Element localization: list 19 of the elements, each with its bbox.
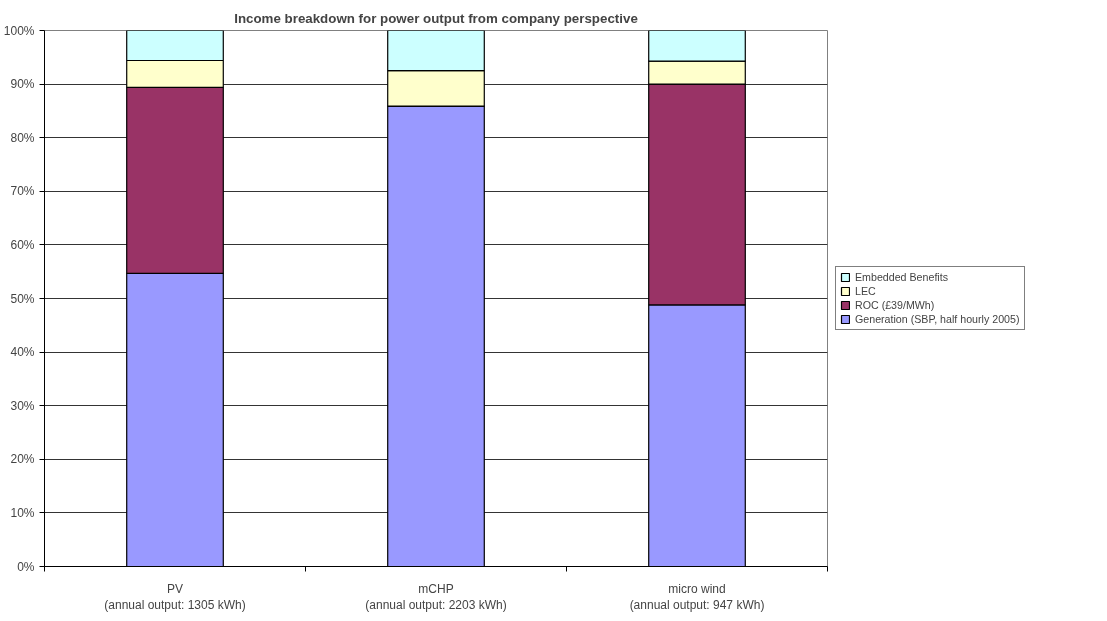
y-tick-label: 70%	[10, 184, 35, 199]
x-tick-label: mCHP (annual output: 2203 kWh)	[365, 581, 507, 613]
y-tick-label: 50%	[10, 291, 35, 306]
y-tick-label: 0%	[17, 559, 35, 574]
y-tick-label: 80%	[10, 130, 35, 145]
legend-label: Generation (SBP, half hourly 2005)	[855, 313, 1020, 325]
y-tick-label: 100%	[3, 23, 35, 38]
legend-label: LEC	[855, 285, 876, 297]
legend-label: ROC (£39/MWh)	[855, 299, 935, 311]
y-tick-label: 40%	[10, 345, 35, 360]
x-tick-label: PV (annual output: 1305 kWh)	[104, 581, 246, 613]
chart-title: Income breakdown for power output from company perspective	[234, 10, 638, 26]
legend-label: Embedded Benefits	[855, 271, 949, 283]
x-tick-label: micro wind (annual output: 947 kWh)	[629, 581, 765, 613]
y-tick-label: 90%	[10, 77, 35, 92]
y-tick-label: 10%	[10, 505, 35, 520]
y-tick-label: 30%	[10, 398, 35, 413]
y-tick-label: 60%	[10, 237, 35, 252]
y-tick-label: 20%	[10, 452, 35, 467]
